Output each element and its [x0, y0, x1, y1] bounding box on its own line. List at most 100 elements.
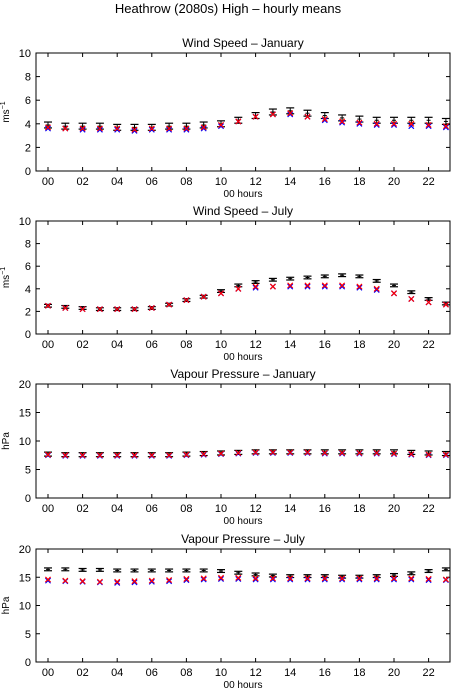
x-marker-stroke: [339, 119, 346, 126]
x-tick-label: 00: [42, 667, 54, 679]
x-tick-label: 08: [180, 503, 192, 515]
x-marker-point: [321, 576, 328, 583]
x-marker-point: [373, 286, 380, 293]
x-marker-stroke: [114, 452, 121, 459]
errorbar-point: [338, 114, 347, 122]
x-marker-stroke: [408, 120, 415, 127]
x-marker-stroke: [269, 111, 276, 118]
x-marker-point: [166, 452, 173, 459]
x-marker-stroke: [166, 301, 173, 308]
x-marker-point: [269, 576, 276, 583]
x-marker-stroke: [408, 575, 415, 582]
x-marker-stroke: [166, 577, 173, 584]
x-marker-point: [148, 125, 155, 132]
x-marker-stroke: [287, 282, 294, 289]
x-marker-stroke: [442, 123, 449, 130]
x-marker-point: [408, 295, 415, 302]
x-marker-point: [200, 125, 207, 132]
x-marker-point: [373, 576, 380, 583]
x-marker-point: [304, 449, 311, 456]
y-tick-label: 0: [25, 329, 31, 341]
x-tick-label: 12: [249, 667, 261, 679]
y-tick-label: 5: [25, 465, 31, 477]
series-1: [44, 449, 450, 458]
chart-title: Wind Speed – January: [182, 36, 303, 50]
x-marker-point: [114, 126, 121, 133]
x-tick-label: 16: [319, 339, 331, 351]
x-marker-point: [96, 452, 103, 459]
x-tick-label: 10: [215, 667, 227, 679]
x-marker-stroke: [390, 576, 398, 583]
series-2: [44, 283, 449, 313]
x-marker-point: [183, 297, 190, 304]
errorbar-point: [424, 116, 433, 124]
series-1: [44, 107, 450, 131]
x-marker-point: [304, 283, 311, 290]
x-marker-stroke: [166, 578, 173, 585]
x-marker-stroke: [252, 113, 259, 120]
x-marker-point: [235, 449, 242, 456]
x-marker-stroke: [217, 450, 225, 457]
x-marker-point: [44, 125, 52, 132]
x-marker-stroke: [304, 282, 311, 289]
x-marker-point: [425, 451, 432, 458]
x-marker-point: [356, 576, 363, 583]
x-marker-stroke: [425, 123, 432, 130]
x-marker-point: [148, 577, 155, 584]
x-marker-point: [442, 124, 449, 131]
errorbar-point: [251, 111, 260, 120]
y-tick-label: 0: [25, 166, 31, 178]
y-tick-label: 20: [19, 544, 31, 556]
x-marker-stroke: [373, 120, 380, 127]
x-marker-point: [269, 575, 276, 582]
x-marker-stroke: [321, 575, 328, 582]
x-marker-point: [408, 123, 415, 130]
x-marker-point: [235, 118, 242, 125]
x-marker-point: [62, 304, 69, 312]
x-marker-stroke: [200, 293, 207, 300]
series-3: [44, 282, 449, 313]
x-marker-stroke: [408, 295, 415, 302]
x-marker-point: [217, 121, 225, 129]
x-marker-point: [269, 111, 276, 118]
x-marker-stroke: [442, 576, 449, 583]
x-marker-point: [287, 575, 294, 582]
x-marker-stroke: [339, 449, 346, 456]
x-marker-stroke: [217, 121, 225, 129]
errorbar-point: [372, 116, 381, 124]
x-marker-point: [252, 576, 259, 583]
x-marker-stroke: [287, 449, 294, 456]
x-tick-label: 04: [111, 667, 123, 679]
x-marker-stroke: [79, 452, 86, 459]
x-marker-point: [217, 574, 225, 581]
x-marker-stroke: [373, 285, 380, 292]
x-marker-stroke: [373, 576, 380, 583]
x-marker-point: [287, 111, 294, 118]
errorbar-point: [199, 568, 208, 573]
x-marker-point: [235, 574, 242, 581]
errorbar-point: [441, 567, 450, 572]
x-marker-stroke: [183, 125, 190, 132]
x-marker-stroke: [96, 125, 103, 132]
x-marker-stroke: [114, 578, 121, 585]
x-tick-label: 16: [319, 503, 331, 515]
y-tick-label: 6: [25, 95, 31, 107]
x-marker-point: [79, 452, 86, 459]
x-marker-stroke: [235, 118, 242, 125]
x-marker-point: [408, 120, 415, 127]
x-tick-label: 18: [353, 503, 365, 515]
errorbar-point: [372, 278, 381, 283]
series-2: [44, 449, 449, 459]
x-tick-label: 18: [353, 339, 365, 351]
x-marker-stroke: [79, 306, 86, 313]
x-marker-point: [356, 284, 363, 291]
x-tick-label: 22: [422, 176, 434, 188]
x-marker-point: [183, 126, 190, 133]
x-marker-point: [425, 121, 432, 129]
x-marker-point: [44, 451, 52, 458]
x-marker-point: [269, 283, 276, 290]
errorbar-point: [217, 289, 225, 294]
x-marker-stroke: [269, 449, 276, 456]
